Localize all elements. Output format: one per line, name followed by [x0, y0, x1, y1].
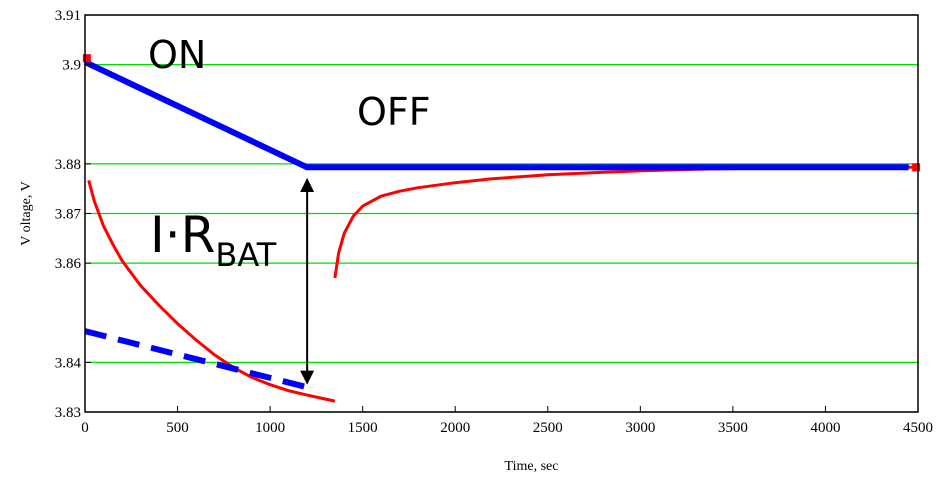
- series-model-dashed: [84, 328, 308, 391]
- axes: 0 500 1000 1500 2000 2500 3000 3500 4000 4500 3.83…: [19, 8, 933, 474]
- annotation-ir-sub: BAT: [215, 236, 276, 274]
- x-tick-label-2: 1000: [255, 420, 285, 436]
- y-tick-label-1: 3.84: [55, 355, 82, 371]
- end-marker-1: [912, 163, 921, 172]
- y-tick-label-0: 3.83: [55, 405, 81, 421]
- series-measured-off: [333, 165, 918, 279]
- x-tick-label-7: 3500: [718, 420, 748, 436]
- annotation-ir-main: I·R: [150, 206, 215, 264]
- x-tick-label-1: 500: [166, 420, 189, 436]
- x-tick-label-3: 1500: [348, 420, 378, 436]
- y-tick-label-4: 3.88: [55, 157, 81, 173]
- series-layer: [82, 54, 921, 403]
- y-tick-label-3: 3.87: [55, 207, 82, 223]
- x-tick-label-8: 4000: [810, 420, 840, 436]
- x-tick-label-4: 2000: [440, 420, 470, 436]
- y-axis-title: V oltage, V: [19, 181, 34, 245]
- annotation-off: OFF: [357, 90, 431, 134]
- series-model-solid: [83, 59, 909, 171]
- x-tick-label-6: 3000: [625, 420, 655, 436]
- x-axis-title: Time, sec: [505, 459, 559, 474]
- annotation-on: ON: [148, 33, 206, 77]
- annotations: ON OFF I·RBAT: [148, 33, 431, 274]
- end-marker-0: [82, 54, 91, 63]
- x-tick-label-0: 0: [81, 420, 89, 436]
- series-measured-on: [87, 179, 336, 403]
- y-tick-label-6: 3.91: [55, 8, 81, 24]
- annotation-ir: I·RBAT: [150, 206, 277, 274]
- y-tick-label-2: 3.86: [55, 256, 82, 272]
- y-tick-label-5: 3.9: [62, 58, 81, 74]
- x-tick-label-9: 4500: [903, 420, 933, 436]
- x-tick-label-5: 2500: [533, 420, 563, 436]
